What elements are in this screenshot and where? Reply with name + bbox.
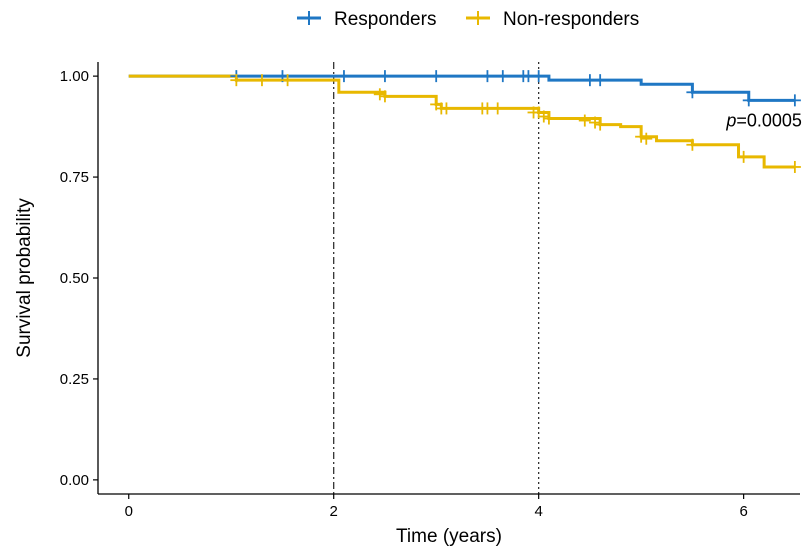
censor-mark-non-responders (542, 112, 555, 125)
censor-mark-non-responders (255, 74, 268, 87)
p-value-annotation: p=0.0005 (725, 111, 802, 131)
legend-item-responders: Responders (297, 9, 436, 30)
censor-mark-non-responders (640, 132, 653, 145)
survival-curves (128, 74, 795, 169)
x-tick-label: 4 (534, 503, 542, 520)
x-axis-title: Time (years) (396, 526, 502, 547)
legend: Responders Non-responders (297, 9, 639, 30)
censor-mark-non-responders (788, 160, 801, 173)
censor-mark-non-responders (635, 130, 648, 143)
y-axis-ticks: 0.00 0.25 0.50 0.75 1.00 (60, 68, 98, 489)
censor-mark-responders (594, 74, 607, 87)
reference-lines (333, 62, 540, 494)
censor-mark-non-responders (281, 74, 294, 87)
x-tick-label: 2 (330, 503, 338, 520)
censor-mark-non-responders (537, 110, 550, 123)
legend-label-responders: Responders (334, 9, 436, 30)
censor-mark-non-responders (378, 90, 391, 103)
censor-mark-responders (532, 70, 545, 83)
survival-curve-responders (128, 74, 795, 102)
censor-mark-non-responders (491, 102, 504, 115)
censor-mark-responders (337, 70, 350, 83)
censor-mark-non-responders (589, 116, 602, 129)
p-value-symbol: p (725, 111, 736, 131)
legend-item-non-responders: Non-responders (466, 9, 639, 30)
censor-mark-responders (378, 70, 391, 83)
censor-mark-non-responders (686, 138, 699, 151)
censor-mark-responders (522, 70, 535, 83)
censor-mark-non-responders (594, 118, 607, 131)
censor-mark-responders (496, 70, 509, 83)
censor-mark-responders (742, 94, 755, 107)
censor-mark-non-responders (373, 88, 386, 101)
censor-mark-non-responders (440, 102, 453, 115)
censor-mark-non-responders (230, 74, 243, 87)
censor-marks (230, 70, 801, 173)
y-tick-label: 0.75 (60, 169, 89, 186)
censor-mark-responders (481, 70, 494, 83)
y-tick-label: 0.00 (60, 472, 89, 489)
censor-mark-non-responders (578, 114, 591, 127)
censor-mark-responders (583, 74, 596, 87)
legend-label-non-responders: Non-responders (503, 9, 639, 30)
x-tick-label: 0 (125, 503, 133, 520)
x-axis-ticks: 0 2 4 6 (125, 494, 748, 520)
p-value-text: =0.0005 (736, 111, 802, 131)
y-tick-label: 0.50 (60, 270, 89, 287)
censor-mark-non-responders (737, 150, 750, 163)
y-axis-title: Survival probability (14, 198, 35, 358)
censor-mark-responders (686, 86, 699, 99)
survival-curve-non-responders (128, 74, 795, 169)
y-tick-label: 0.25 (60, 371, 89, 388)
y-tick-label: 1.00 (60, 68, 89, 85)
x-tick-label: 6 (739, 503, 747, 520)
censor-mark-responders (788, 94, 801, 107)
censor-mark-non-responders (481, 102, 494, 115)
censor-mark-responders (430, 70, 443, 83)
